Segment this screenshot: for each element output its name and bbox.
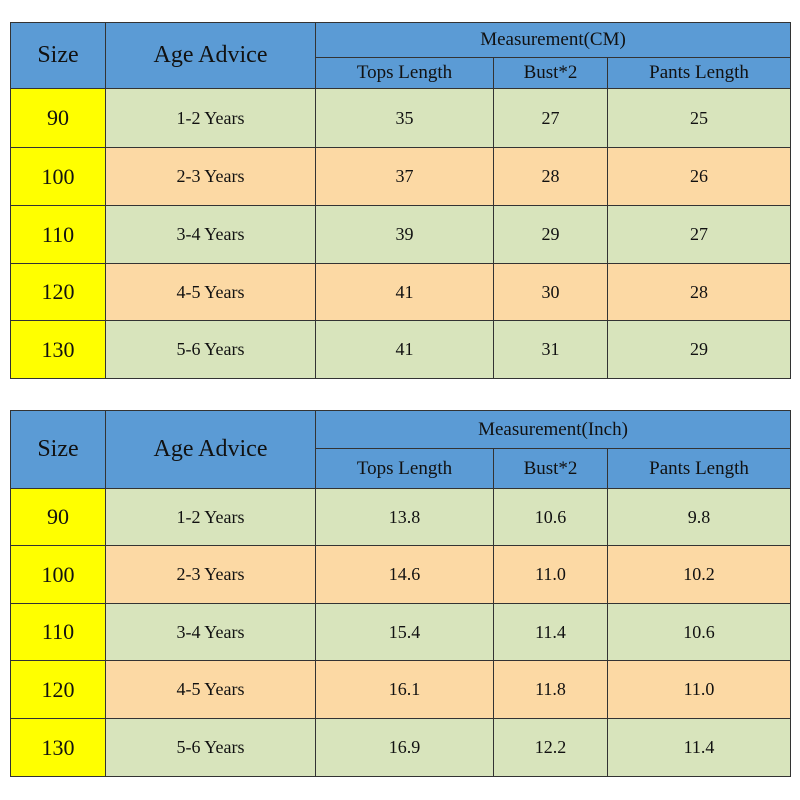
column-header: Bust*2 [493, 57, 608, 89]
header-row: Size Age Advice Measurement(Inch) [10, 410, 792, 489]
size-header: Size [10, 22, 106, 89]
age-cell: 2-3 Years [105, 147, 316, 206]
measure-cell: 11.0 [606, 660, 792, 719]
size-cell: 130 [10, 320, 106, 379]
header-row: Tops Length Bust*2 Pants Length [11, 448, 792, 489]
size-cell: 110 [10, 205, 106, 264]
measure-cell: 15.4 [315, 603, 494, 661]
size-table: Size Age Advice Measurement(CM) Tops Length… [10, 22, 792, 379]
data-row: 120 4-5 Years 41 30 28 [10, 263, 792, 321]
age-cell: 1-2 Years [105, 88, 316, 148]
column-header: Bust*2 [493, 448, 608, 489]
measure-cell: 29 [493, 205, 608, 264]
measure-cell: 9.8 [606, 488, 792, 546]
age-cell: 3-4 Years [105, 603, 316, 661]
size-cell: 110 [10, 603, 106, 661]
size-cell: 90 [10, 488, 106, 546]
age-header: Age Advice [105, 22, 316, 89]
measure-cell: 27 [493, 88, 608, 148]
size-header: Size [10, 410, 106, 489]
age-cell: 4-5 Years [105, 660, 316, 719]
group-header: Measurement(CM) [314, 22, 792, 58]
size-cell: 100 [10, 545, 106, 604]
column-header: Pants Length [606, 448, 792, 489]
size-cell: 120 [10, 660, 106, 719]
measure-cell: 11.4 [493, 603, 608, 661]
data-row: 120 4-5 Years 16.1 11.8 11.0 [10, 660, 792, 719]
measure-cell: 31 [493, 320, 608, 379]
data-row: 110 3-4 Years 39 29 27 [10, 205, 792, 264]
measure-cell: 11.4 [606, 718, 792, 777]
column-header: Pants Length [606, 57, 792, 89]
measure-cell: 35 [315, 88, 494, 148]
measure-cell: 41 [315, 320, 494, 379]
measure-cell: 28 [606, 263, 792, 321]
age-cell: 1-2 Years [105, 488, 316, 546]
measure-cell: 37 [315, 147, 494, 206]
size-cell: 130 [10, 718, 106, 777]
measure-cell: 12.2 [493, 718, 608, 777]
measure-cell: 16.9 [315, 718, 494, 777]
age-cell: 4-5 Years [105, 263, 316, 321]
size-cell: 100 [10, 147, 106, 206]
data-row: 100 2-3 Years 37 28 26 [10, 147, 792, 206]
data-row: 110 3-4 Years 15.4 11.4 10.6 [10, 603, 792, 661]
age-cell: 3-4 Years [105, 205, 316, 264]
measure-cell: 10.6 [606, 603, 792, 661]
data-row: 130 5-6 Years 16.9 12.2 11.4 [10, 718, 792, 777]
age-cell: 2-3 Years [105, 545, 316, 604]
measure-cell: 16.1 [315, 660, 494, 719]
data-row: 100 2-3 Years 14.6 11.0 10.2 [10, 545, 792, 604]
measure-cell: 10.6 [493, 488, 608, 546]
size-table: Size Age Advice Measurement(Inch) Tops Leng… [10, 410, 792, 777]
age-cell: 5-6 Years [105, 320, 316, 379]
measure-cell: 41 [315, 263, 494, 321]
data-row: 90 1-2 Years 35 27 25 [10, 88, 792, 148]
age-header: Age Advice [105, 410, 316, 489]
age-cell: 5-6 Years [105, 718, 316, 777]
measure-cell: 26 [606, 147, 792, 206]
measure-cell: 25 [606, 88, 792, 148]
size-cell: 90 [10, 88, 106, 148]
measure-cell: 28 [493, 147, 608, 206]
column-header: Tops Length [315, 57, 494, 89]
measure-cell: 10.2 [606, 545, 792, 604]
measure-cell: 11.8 [493, 660, 608, 719]
data-row: 90 1-2 Years 13.8 10.6 9.8 [10, 488, 792, 546]
size-cell: 120 [10, 263, 106, 321]
measure-cell: 27 [606, 205, 792, 264]
measure-cell: 30 [493, 263, 608, 321]
measure-cell: 39 [315, 205, 494, 264]
column-header: Tops Length [315, 448, 494, 489]
measure-cell: 13.8 [315, 488, 494, 546]
measure-cell: 14.6 [315, 545, 494, 604]
header-row: Size Age Advice Measurement(CM) [10, 22, 792, 89]
data-row: 130 5-6 Years 41 31 29 [10, 320, 792, 379]
group-header: Measurement(Inch) [314, 410, 792, 449]
measure-cell: 29 [606, 320, 792, 379]
header-row: Tops Length Bust*2 Pants Length [11, 57, 792, 89]
measure-cell: 11.0 [493, 545, 608, 604]
